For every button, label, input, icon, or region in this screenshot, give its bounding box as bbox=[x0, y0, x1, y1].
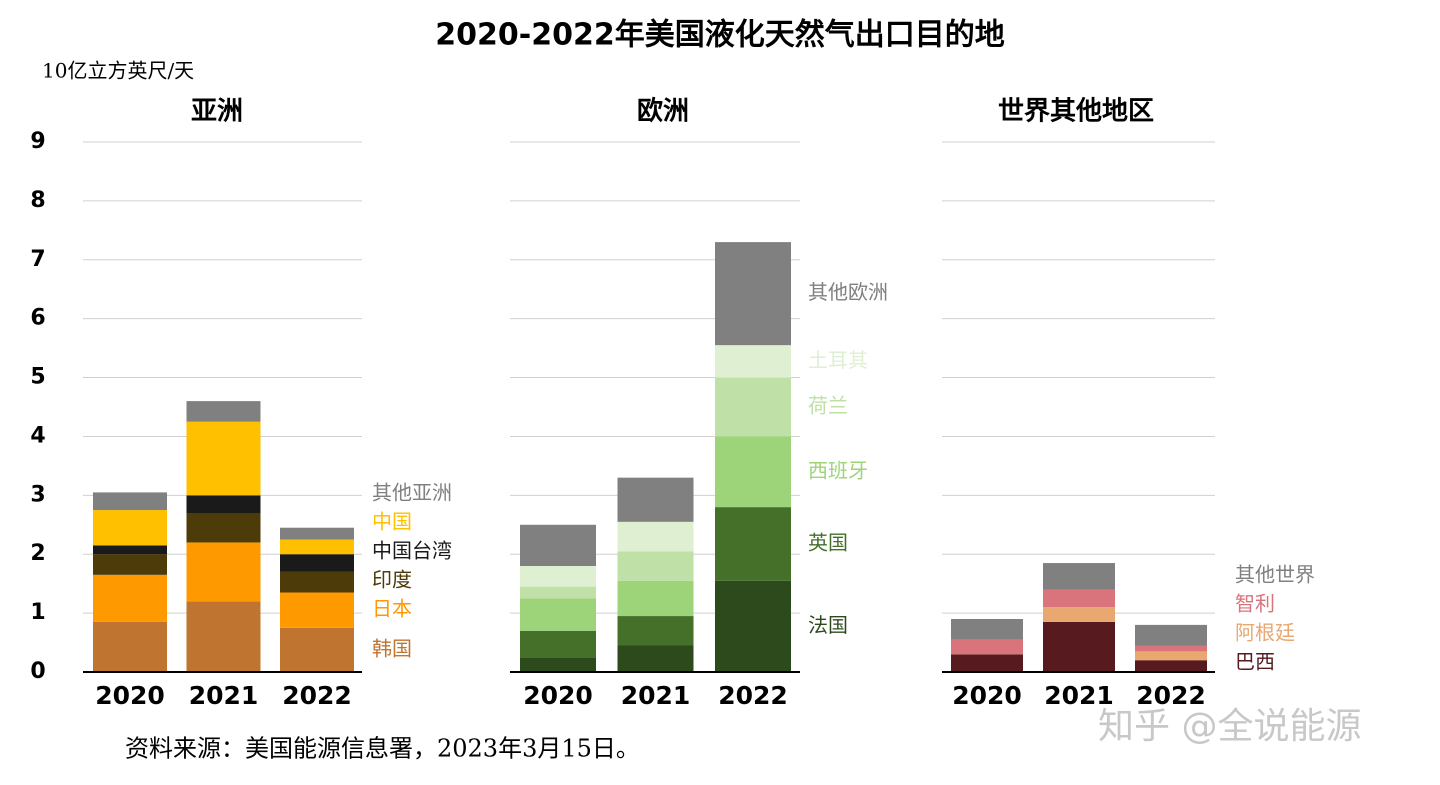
panel-title: 欧洲 bbox=[637, 96, 689, 127]
legend-label: 中国台湾 bbox=[372, 539, 452, 563]
legend-label: 智利 bbox=[1235, 592, 1275, 616]
bar-segment bbox=[186, 495, 261, 513]
bar-segment bbox=[93, 621, 167, 672]
bar-segment bbox=[280, 592, 354, 628]
bar-segment bbox=[1043, 607, 1115, 622]
bar-segment bbox=[1043, 563, 1115, 590]
x-tick-label: 2021 bbox=[189, 681, 259, 710]
y-tick-label: 0 bbox=[30, 659, 45, 684]
bar-segment bbox=[520, 657, 596, 672]
x-tick-label: 2020 bbox=[95, 681, 165, 710]
x-tick-label: 2020 bbox=[952, 681, 1022, 710]
bar-segment bbox=[93, 545, 167, 555]
y-tick-label: 5 bbox=[30, 365, 45, 390]
bar-segment bbox=[93, 554, 167, 575]
x-tick-label: 2022 bbox=[1136, 681, 1206, 710]
legend-label: 西班牙 bbox=[808, 458, 868, 482]
bar-segment bbox=[1135, 651, 1207, 661]
bar-segment bbox=[617, 521, 694, 552]
y-tick-label: 1 bbox=[30, 600, 45, 625]
bar-segment bbox=[1043, 621, 1115, 672]
x-tick-label: 2021 bbox=[1044, 681, 1114, 710]
bar-segment bbox=[186, 513, 261, 543]
legend-label: 其他亚洲 bbox=[372, 481, 452, 505]
bar-segment bbox=[951, 654, 1023, 672]
bar-segment bbox=[951, 619, 1023, 640]
y-tick-label: 8 bbox=[30, 188, 45, 213]
x-tick-label: 2020 bbox=[523, 681, 593, 710]
bar-segment bbox=[520, 598, 596, 631]
y-tick-label: 4 bbox=[30, 423, 45, 448]
bar-segment bbox=[1043, 589, 1115, 608]
y-tick-label: 7 bbox=[30, 247, 45, 272]
bar-segment bbox=[280, 627, 354, 672]
legend-label: 法国 bbox=[808, 613, 848, 637]
legend-label: 印度 bbox=[372, 568, 412, 592]
y-tick-label: 6 bbox=[30, 306, 45, 331]
bar-segment bbox=[280, 571, 354, 593]
bar-segment bbox=[186, 421, 261, 496]
bar-segment bbox=[715, 436, 791, 508]
legend-label: 阿根廷 bbox=[1235, 621, 1295, 645]
bar-segment bbox=[520, 566, 596, 587]
bar-segment bbox=[1135, 624, 1207, 646]
panel-title: 世界其他地区 bbox=[998, 97, 1154, 127]
x-tick-label: 2021 bbox=[621, 681, 691, 710]
bar-segment bbox=[617, 616, 694, 646]
legend-label: 日本 bbox=[372, 597, 412, 621]
y-unit: 10亿立方英尺/天 bbox=[42, 59, 194, 83]
x-tick-label: 2022 bbox=[282, 681, 352, 710]
bar-segment bbox=[186, 601, 261, 672]
bar-segment bbox=[715, 580, 791, 672]
bar-segment bbox=[520, 630, 596, 658]
bar-segment bbox=[186, 542, 261, 602]
bar-segment bbox=[617, 580, 694, 617]
bar-segment bbox=[93, 574, 167, 622]
bar-segment bbox=[280, 527, 354, 540]
legend-label: 其他欧洲 bbox=[808, 280, 888, 304]
bar-segment bbox=[93, 492, 167, 511]
watermark: 知乎 @全说能源 bbox=[1098, 706, 1361, 747]
bar-segment bbox=[93, 510, 167, 546]
bar-segment bbox=[617, 551, 694, 581]
panel-title: 亚洲 bbox=[191, 97, 243, 127]
legend-label: 韩国 bbox=[372, 636, 412, 660]
legend-label: 巴西 bbox=[1235, 650, 1275, 674]
bar-segment bbox=[715, 345, 791, 378]
chart-title: 2020-2022年美国液化天然气出口目的地 bbox=[435, 18, 1004, 53]
legend-label: 中国 bbox=[372, 510, 412, 534]
source-note: 资料来源：美国能源信息署，2023年3月15日。 bbox=[125, 735, 640, 763]
bar-segment bbox=[520, 586, 596, 599]
y-tick-label: 3 bbox=[30, 482, 45, 507]
bar-segment bbox=[715, 242, 791, 346]
x-tick-label: 2022 bbox=[718, 681, 788, 710]
bar-segment bbox=[715, 507, 791, 581]
y-tick-label: 2 bbox=[30, 541, 45, 566]
bar-segment bbox=[617, 645, 694, 672]
bar-segment bbox=[1135, 660, 1207, 672]
bar-segment bbox=[520, 524, 596, 566]
bar-segment bbox=[186, 401, 261, 422]
bar-segment bbox=[617, 477, 694, 522]
bar-segment bbox=[1135, 645, 1207, 652]
bar-segment bbox=[715, 377, 791, 437]
legend-label: 其他世界 bbox=[1235, 563, 1315, 587]
legend-label: 英国 bbox=[808, 530, 848, 554]
bar-segment bbox=[951, 639, 1023, 655]
legend-label: 荷兰 bbox=[808, 394, 848, 418]
bar-segment bbox=[280, 539, 354, 555]
bar-segment bbox=[280, 554, 354, 572]
legend-label: 土耳其 bbox=[808, 348, 868, 372]
y-tick-label: 9 bbox=[30, 129, 45, 154]
